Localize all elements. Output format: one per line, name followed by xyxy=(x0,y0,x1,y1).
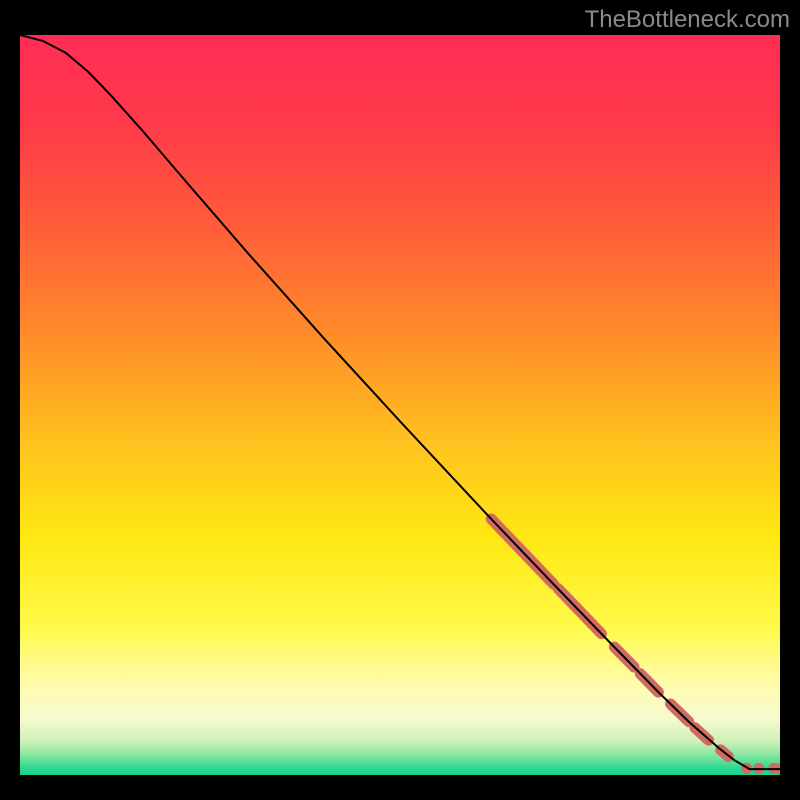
chart-plot xyxy=(20,35,780,775)
watermark-text: TheBottleneck.com xyxy=(585,6,790,34)
stage: TheBottleneck.com xyxy=(0,0,800,800)
chart-background xyxy=(20,35,780,775)
chart-svg xyxy=(20,35,780,775)
